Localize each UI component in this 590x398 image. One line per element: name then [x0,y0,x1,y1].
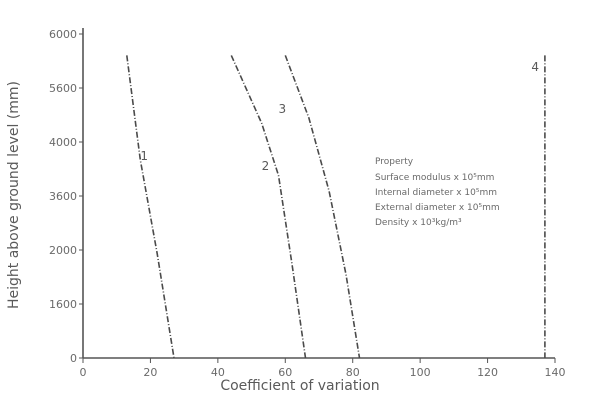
series-line-3 [284,55,361,359]
series-line-1 [126,55,175,359]
x-axis-label: Coefficient of variation [220,378,379,394]
x-tick-labels: 0 20 40 60 80 100 120 140 [80,358,566,379]
series-label-4: 4 [531,60,539,74]
series-label-2: 2 [262,159,270,173]
series-label-3: 3 [279,102,287,116]
y-tick-label: 2000 [49,244,77,257]
series-labels: 1 2 3 4 [140,60,539,173]
legend-entry-2: Internal diameter x 10⁵mm [375,188,497,198]
series-label-1: 1 [140,149,148,163]
y-tick-label: 1600 [49,298,77,311]
series-line-2 [230,55,307,359]
x-tick-label: 120 [477,366,498,379]
y-tick-label: 0 [70,352,77,365]
series-layer [126,55,546,359]
x-tick-label: 140 [545,366,566,379]
y-tick-labels: 0 1600 2000 3600 4000 5600 6000 [49,28,83,365]
y-tick-label: 3600 [49,190,77,203]
legend-entry-4: Density x 10³kg/m³ [375,218,462,228]
y-tick-label: 6000 [49,28,77,41]
x-tick-label: 60 [278,366,292,379]
legend-entry-1: Surface modulus x 10⁵mm [375,173,494,183]
y-tick-label: 5600 [49,82,77,95]
x-tick-label: 0 [80,366,87,379]
x-tick-label: 20 [143,366,157,379]
legend-box: Property Surface modulus x 10⁵mm Interna… [375,157,500,228]
y-tick-label: 4000 [49,136,77,149]
x-tick-label: 40 [211,366,225,379]
x-tick-label: 100 [410,366,431,379]
y-axis-label: Height above ground level (mm) [6,81,22,309]
legend-title: Property [375,157,414,167]
legend-entry-3: External diameter x 10⁵mm [375,203,500,213]
x-tick-label: 80 [346,366,360,379]
